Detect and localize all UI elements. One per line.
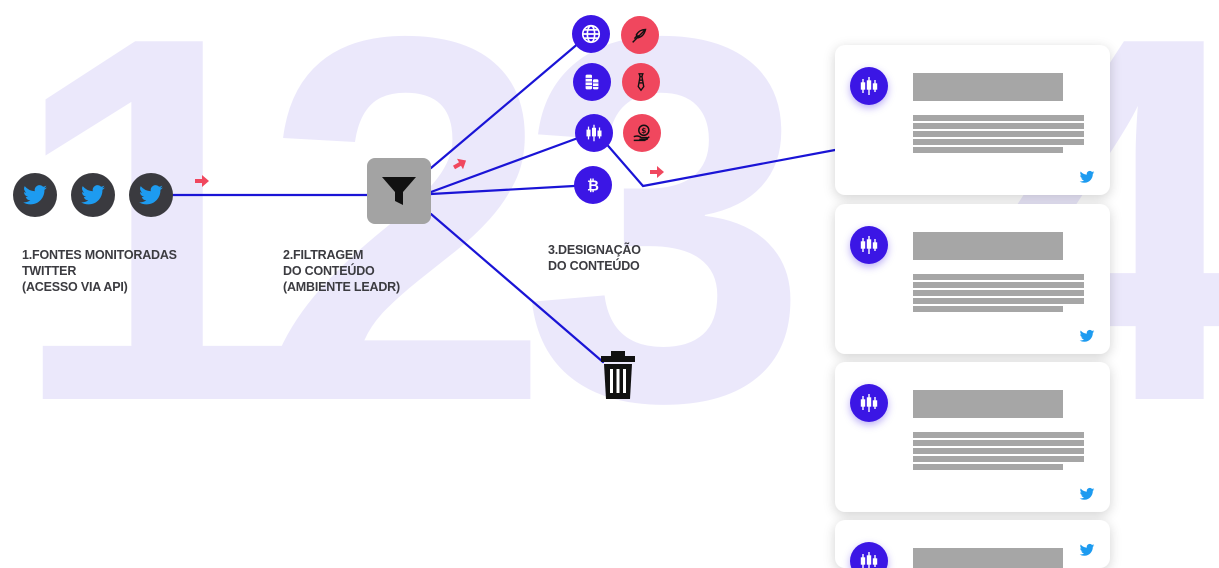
money-hand-icon: $ [633,124,650,142]
candlestick-icon [860,552,878,568]
card-text-placeholder [913,298,1084,304]
category-globe[interactable] [572,15,610,53]
candlestick-icon [860,77,878,95]
arrow-icon [452,158,467,170]
category-bitcoin[interactable]: ₿ [574,166,612,204]
card-title-placeholder [913,232,1063,260]
twitter-icon [1079,487,1095,500]
line-filter-to-globe [429,40,582,170]
card-text-placeholder [913,282,1084,288]
tweet-card[interactable] [835,45,1110,195]
tweet-card[interactable] [835,520,1110,568]
stage-label-sources: 1.FONTES MONITORADAS TWITTER (ACESSO VIA… [22,248,177,294]
card-title-placeholder [913,390,1063,418]
candlestick-icon [860,236,878,254]
tie-icon [637,73,645,92]
background-number-2: 2 [262,0,551,510]
card-text-placeholder [913,147,1063,153]
line-candlestick-to-cards [601,138,837,188]
tweet-card[interactable] [835,362,1110,512]
card-text-placeholder [913,139,1084,145]
category-tie[interactable] [622,63,660,101]
filter-node[interactable] [367,158,431,224]
candlestick-icon [860,394,878,412]
twitter-icon [1079,329,1095,342]
funnel-icon [382,177,416,205]
card-avatar [850,67,888,105]
svg-text:$: $ [641,126,646,135]
line-filter-to-trash [429,212,605,364]
line-filter-to-bitcoin [429,184,576,196]
tweet-card[interactable] [835,204,1110,354]
card-text-placeholder [913,123,1084,129]
card-text-placeholder [913,131,1084,137]
card-text-placeholder [913,440,1084,446]
svg-text:₿: ₿ [587,178,599,195]
candlestick-icon [586,124,602,142]
category-coins[interactable] [573,63,611,101]
twitter-icon [1079,543,1095,556]
source-twitter-1[interactable] [13,173,57,217]
category-wheat[interactable] [621,16,659,54]
card-text-placeholder [913,274,1084,280]
card-title-placeholder [913,548,1063,568]
card-title-placeholder [913,73,1063,101]
background-number-3: 3 [520,0,809,510]
card-text-placeholder [913,306,1063,312]
arrow-icon [195,175,209,187]
card-text-placeholder [913,448,1084,454]
card-text-placeholder [913,456,1084,462]
card-avatar [850,226,888,264]
twitter-icon [81,185,105,205]
wheat-icon [632,28,647,43]
card-text-placeholder [913,464,1063,470]
twitter-icon [139,185,163,205]
card-text-placeholder [913,290,1084,296]
source-twitter-2[interactable] [71,173,115,217]
category-money-hand[interactable]: $ [623,114,661,152]
stage-label-designation: 3.DESIGNAÇÃO DO CONTEÚDO [548,243,641,273]
twitter-icon [1079,170,1095,183]
globe-icon [581,24,601,44]
source-twitter-3[interactable] [129,173,173,217]
trash-icon[interactable] [599,351,637,399]
background-number-1: 1 [10,0,299,510]
category-candlestick[interactable] [575,114,613,152]
card-text-placeholder [913,432,1084,438]
card-avatar [850,384,888,422]
card-avatar [850,542,888,568]
coins-icon [585,74,599,90]
line-filter-to-candlestick [429,136,580,194]
bitcoin-icon: ₿ [587,178,599,195]
twitter-icon [23,185,47,205]
arrow-icon [650,166,664,178]
stage-label-filter: 2.FILTRAGEM DO CONTEÚDO (AMBIENTE LEADR) [283,248,400,294]
card-text-placeholder [913,115,1084,121]
